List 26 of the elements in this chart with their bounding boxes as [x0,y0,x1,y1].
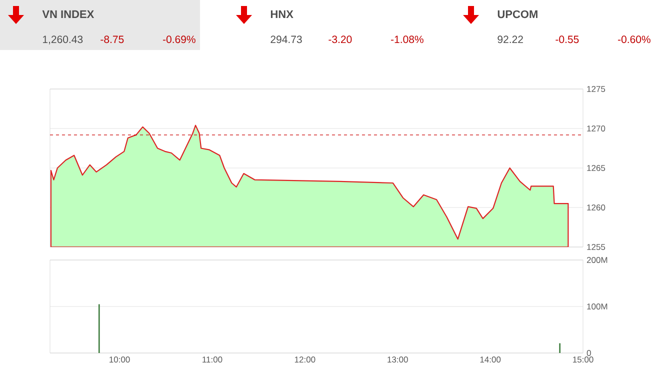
text: 1,260.43 [43,36,83,44]
text: UPCOM [498,10,538,18]
text: -0.55 [556,36,579,44]
text: -0.60% [618,36,650,44]
y-tick-label: 100M [587,304,608,310]
y-tick-label: 0 [586,350,591,356]
text: HNX [270,10,294,18]
x-tick-label: 12:00 [294,356,316,363]
y-tick-label: 200M [586,256,608,264]
text: 294.73 [270,36,302,44]
text: 92.22 [498,36,523,44]
text: -8.75 [100,36,124,44]
y-tick-label: 1260 [587,204,606,211]
y-tick-label: 1265 [587,164,606,172]
text: -0.69% [163,36,196,44]
text: VN INDEX [42,10,94,18]
y-tick-label: 1275 [587,86,606,92]
y-tick-label: 1255 [587,244,606,250]
x-tick-label: 10:00 [110,356,130,363]
x-tick-label: 14:00 [480,356,501,363]
x-tick-label: 13:00 [388,356,408,363]
y-tick-label: 1270 [587,125,606,132]
text: -3.20 [328,36,352,44]
text: -1.08% [391,36,424,44]
x-tick-label: 11:00 [202,356,222,363]
x-tick-label: 15:00 [573,356,594,363]
